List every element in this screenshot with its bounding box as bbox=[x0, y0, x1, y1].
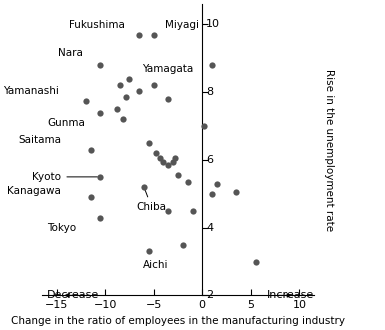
X-axis label: Change in the ratio of employees in the manufacturing industry: Change in the ratio of employees in the … bbox=[11, 316, 345, 326]
Text: Miyagi: Miyagi bbox=[165, 19, 199, 30]
Text: Aichi: Aichi bbox=[143, 260, 168, 270]
Text: Decrease: Decrease bbox=[47, 290, 99, 300]
Text: Kanagawa: Kanagawa bbox=[7, 185, 61, 195]
Text: Increase: Increase bbox=[267, 290, 314, 300]
Text: Nara: Nara bbox=[58, 49, 83, 58]
Text: Yamagata: Yamagata bbox=[142, 64, 193, 74]
Text: 4: 4 bbox=[206, 223, 213, 233]
Text: 2: 2 bbox=[206, 290, 213, 300]
Text: 6: 6 bbox=[206, 155, 213, 165]
Text: Tokyo: Tokyo bbox=[47, 223, 76, 233]
Text: Yamanashi: Yamanashi bbox=[3, 85, 59, 96]
Text: Saitama: Saitama bbox=[18, 135, 61, 145]
Text: 8: 8 bbox=[206, 87, 213, 97]
Text: Kyoto: Kyoto bbox=[32, 172, 97, 182]
Text: Gunma: Gunma bbox=[48, 117, 85, 128]
Text: Chiba: Chiba bbox=[137, 190, 167, 212]
Text: 10: 10 bbox=[206, 19, 220, 29]
Text: Rise in the unemployment rate: Rise in the unemployment rate bbox=[324, 69, 334, 231]
Text: Fukushima: Fukushima bbox=[69, 19, 124, 30]
